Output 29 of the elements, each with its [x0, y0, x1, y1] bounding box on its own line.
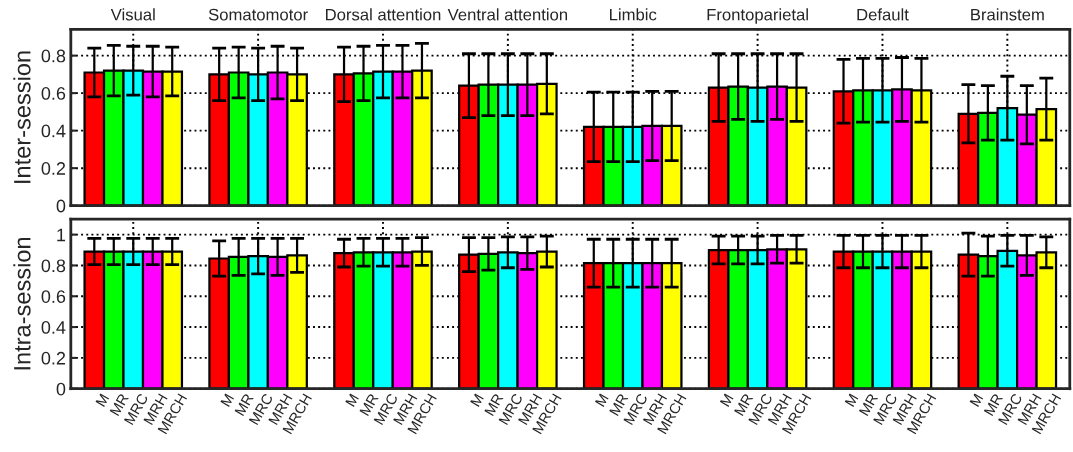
y-tick-label: 0 — [56, 382, 66, 396]
y-tick-label: 0.2 — [41, 351, 66, 365]
text: M — [969, 393, 984, 407]
text: M — [844, 393, 859, 407]
x-tick-label: Limbic — [610, 8, 657, 21]
text: M — [345, 393, 359, 407]
y-tick-label: 0.6 — [41, 87, 66, 100]
text: M — [470, 393, 484, 407]
y-tick-label: 0.6 — [41, 290, 66, 303]
x-tick-label: Dorsal attention — [326, 8, 441, 21]
y-tick-label: 0.8 — [41, 49, 66, 63]
y-tick-label: 0.2 — [41, 162, 66, 175]
y-axis-title: Inter-session — [13, 51, 31, 183]
x-tick-label: Brainstem — [971, 8, 1044, 21]
y-tick-label: 0.8 — [41, 259, 66, 273]
x-tick-label: Ventral attention — [447, 8, 568, 21]
text: M — [595, 393, 609, 407]
text: M — [220, 393, 234, 407]
text: M — [719, 393, 734, 407]
y-tick-label: 1 — [57, 228, 66, 242]
y-tick-label: 0.4 — [41, 321, 66, 334]
x-tick-label: Visual — [110, 8, 155, 21]
x-tick-label: Default — [857, 8, 909, 21]
y-tick-label: 0 — [56, 199, 66, 213]
x-tick-label: Somatomotor — [208, 8, 308, 21]
y-tick-label: 0.4 — [41, 124, 66, 138]
y-axis-title: Intra-session — [13, 237, 31, 370]
text: M — [95, 393, 110, 407]
x-tick-label: Frontoparietal — [707, 8, 808, 24]
